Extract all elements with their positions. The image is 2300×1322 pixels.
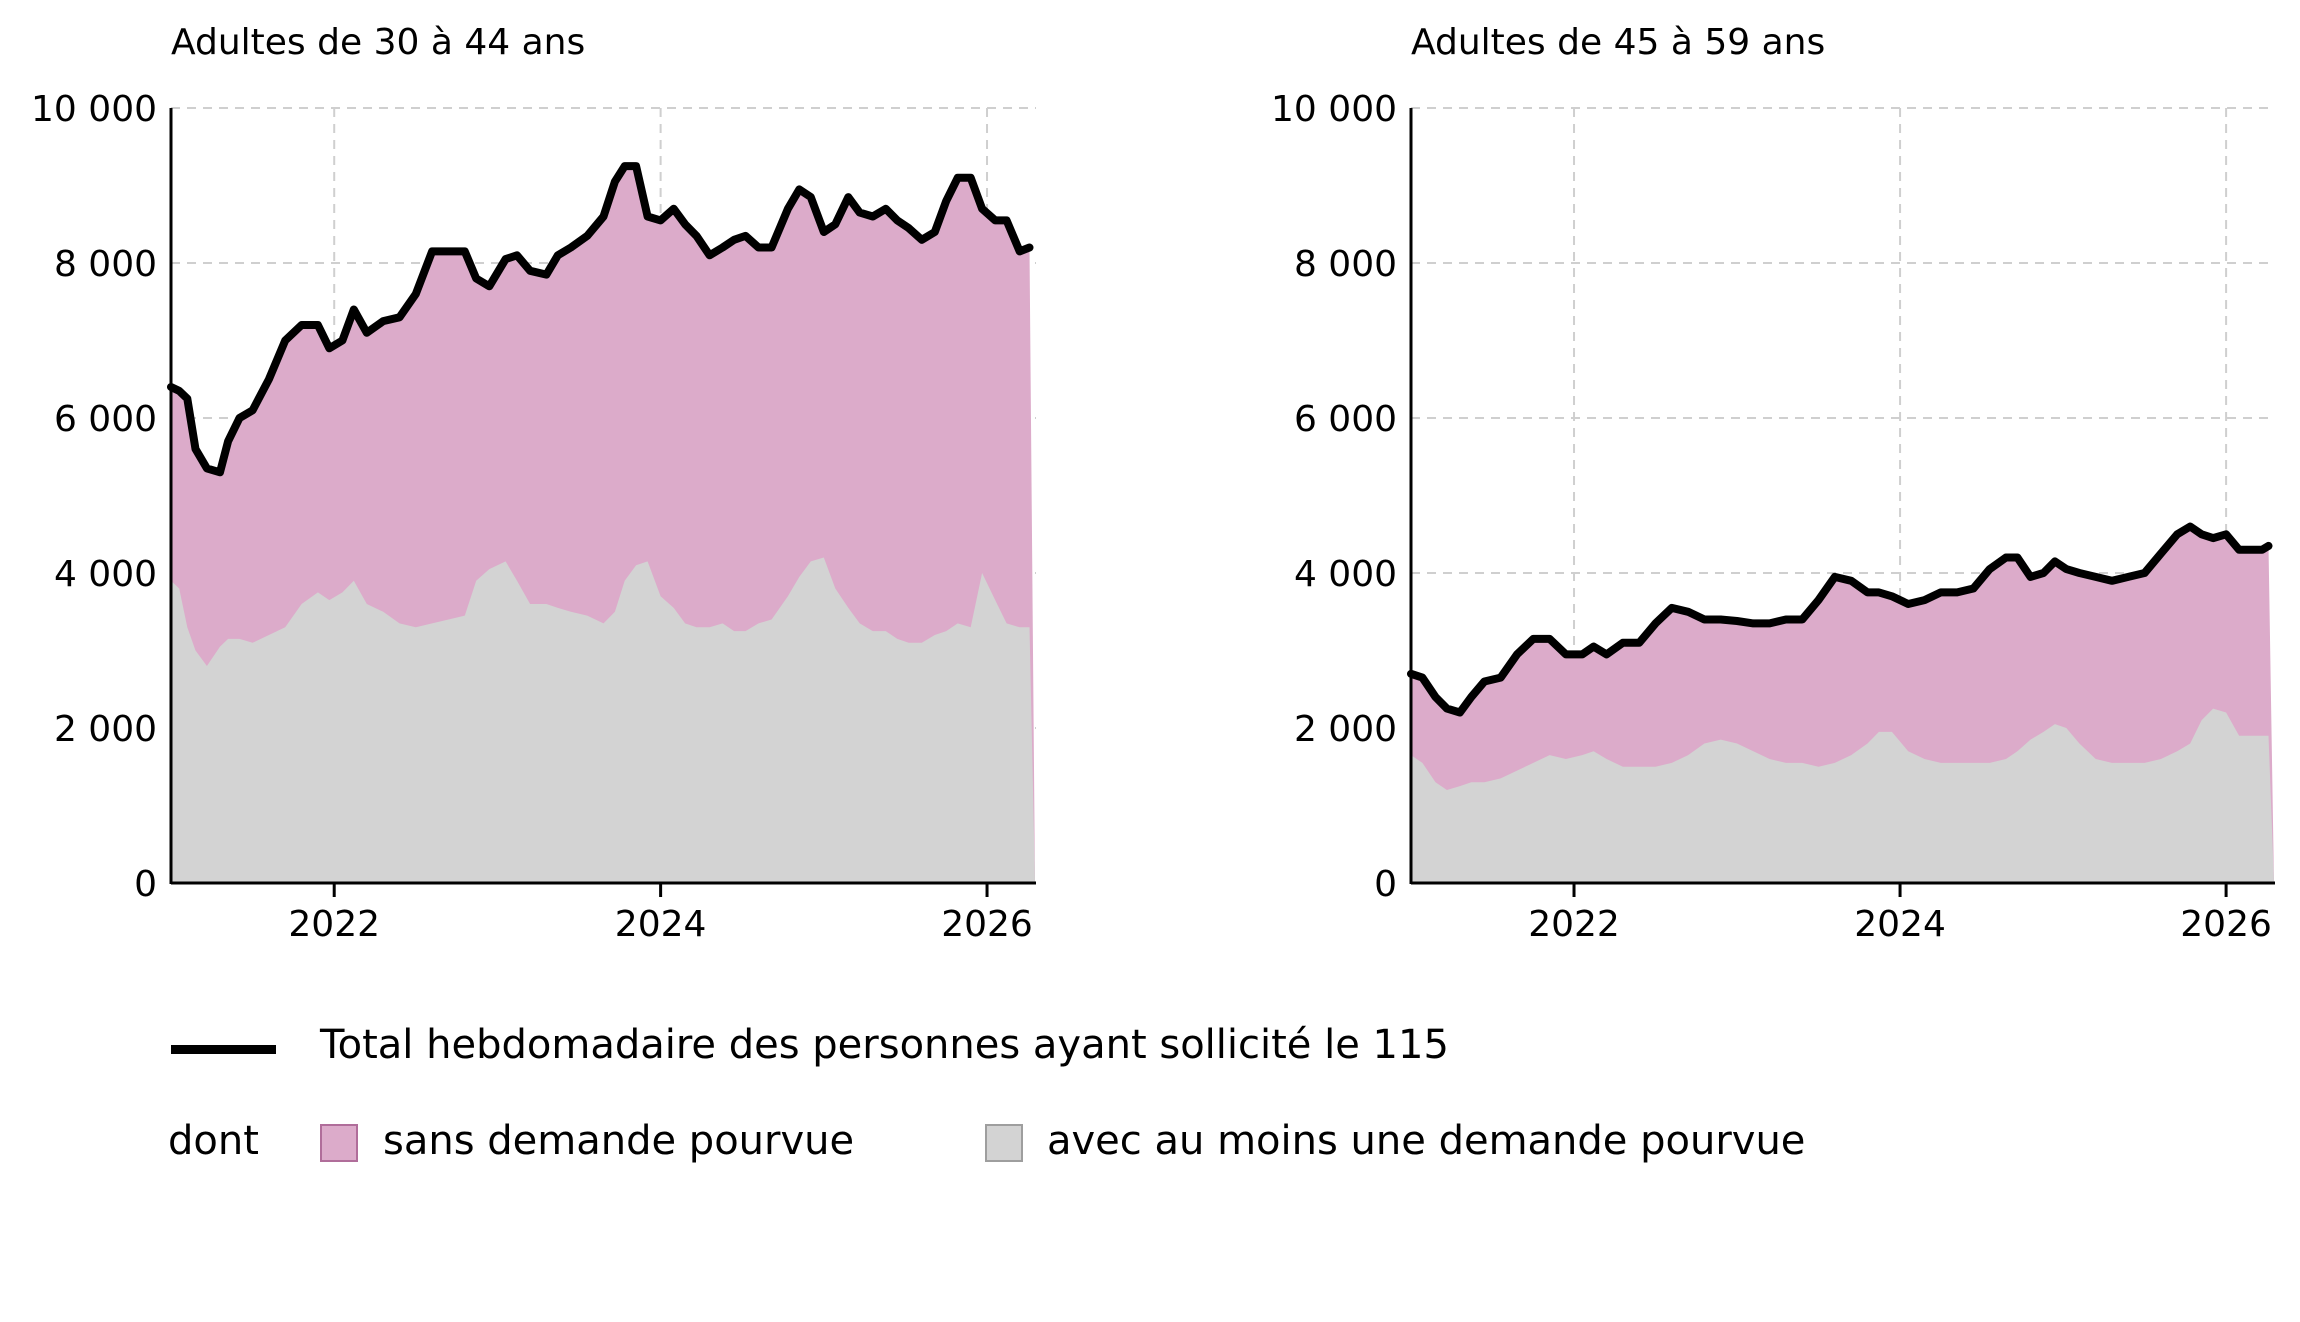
y-tick-label: 10 000 xyxy=(31,89,157,130)
y-tick-label: 4 000 xyxy=(54,554,157,595)
x-tick-label: 2022 xyxy=(288,904,380,945)
legend-dont-label: dont xyxy=(168,1118,259,1164)
y-tick-label: 2 000 xyxy=(54,709,157,750)
legend-sans-swatch xyxy=(320,1124,358,1162)
total-line xyxy=(167,162,1034,477)
area-avec-demande xyxy=(171,557,1035,883)
total-line xyxy=(1407,522,2273,717)
legend-total-label: Total hebdomadaire des personnes ayant s… xyxy=(320,1022,1449,1068)
x-tick-label: 2022 xyxy=(1528,904,1620,945)
legend-total-line-icon xyxy=(171,1045,276,1054)
y-tick-label: 4 000 xyxy=(1294,554,1397,595)
y-tick-label: 2 000 xyxy=(1294,709,1397,750)
y-tick-label: 0 xyxy=(134,864,157,905)
y-tick-label: 8 000 xyxy=(54,244,157,285)
chart-title: Adultes de 45 à 59 ans xyxy=(1411,22,1825,63)
legend-avec-label: avec au moins une demande pourvue xyxy=(1047,1118,1806,1164)
y-tick-label: 6 000 xyxy=(1294,399,1397,440)
legend-sans-label: sans demande pourvue xyxy=(383,1118,855,1164)
x-tick-label: 2024 xyxy=(1854,904,1946,945)
x-tick-label: 2026 xyxy=(941,904,1033,945)
legend-avec-swatch xyxy=(985,1124,1023,1162)
chart-panel-30-44: Adultes de 30 à 44 ans 0 2 000 4 000 6 000 8 … xyxy=(31,22,1036,945)
y-tick-label: 8 000 xyxy=(1294,244,1397,285)
y-tick-label: 6 000 xyxy=(54,399,157,440)
y-tick-label: 10 000 xyxy=(1271,89,1397,130)
x-tick-label: 2024 xyxy=(615,904,707,945)
chart-panel-45-59: Adultes de 45 à 59 ans 0 2 000 4 000 6 000 8 … xyxy=(1271,22,2275,945)
x-tick-label: 2026 xyxy=(2180,904,2272,945)
y-tick-label: 0 xyxy=(1374,864,1397,905)
area-avec-demande xyxy=(1411,708,2274,883)
chart-title: Adultes de 30 à 44 ans xyxy=(171,22,585,63)
